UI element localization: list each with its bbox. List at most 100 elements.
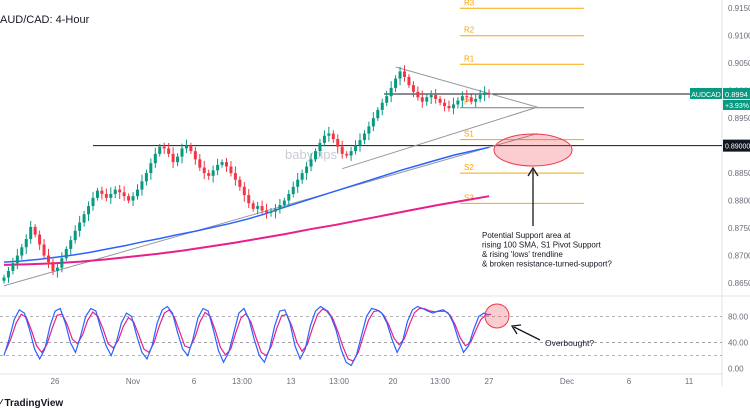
candle (82, 210, 86, 227)
candle-body (296, 179, 300, 187)
time-tick-label: 26 (51, 377, 60, 386)
candle (300, 169, 304, 184)
candle (180, 143, 184, 164)
candle (229, 161, 233, 177)
tradingview-logo[interactable]: ⁄ TradingView (0, 398, 63, 409)
candle-body (287, 193, 291, 201)
candle (318, 138, 322, 157)
candle (354, 140, 358, 155)
level-badge-label: 0.89000 (725, 144, 750, 151)
candle (305, 161, 309, 180)
candle (207, 169, 211, 180)
candle (220, 159, 224, 168)
candle (11, 257, 15, 275)
candle (33, 224, 37, 238)
change-badge (723, 99, 750, 110)
candle-body (118, 189, 122, 193)
trendline (342, 106, 538, 170)
last-price-label: 0.8994 (725, 90, 748, 99)
candle-body (38, 234, 42, 245)
annotation-text: & rising 'lows' trendline (482, 250, 563, 259)
candle-body (389, 87, 393, 97)
candle-body (411, 85, 415, 92)
candle-body (469, 97, 473, 102)
candle-body (438, 98, 442, 103)
candle (367, 121, 371, 141)
candle (460, 91, 464, 108)
candle (171, 147, 175, 169)
candle (47, 248, 50, 269)
price-tick-label: 0.88000 (728, 197, 750, 206)
candle (282, 197, 286, 208)
candle-body (483, 92, 487, 96)
candle (469, 94, 473, 105)
candle (411, 81, 415, 98)
symbol-badge (690, 87, 722, 99)
candle-body (60, 258, 64, 268)
candle (358, 133, 362, 152)
candle-body (153, 153, 157, 164)
time-tick-label: 11 (685, 377, 694, 386)
candle-body (95, 190, 99, 198)
price-tick-label: 0.87000 (728, 252, 750, 261)
candle (193, 147, 197, 165)
candle (167, 142, 171, 158)
candle (2, 274, 6, 284)
candle (394, 75, 398, 92)
candle (131, 192, 135, 206)
candle-body (251, 203, 255, 209)
time-tick-label: 6 (192, 377, 197, 386)
candle-body (238, 179, 242, 187)
candle (296, 172, 300, 193)
pivot-label: S1 (464, 130, 474, 139)
candle-body (407, 76, 411, 86)
candle (456, 97, 460, 109)
candle-body (69, 240, 73, 249)
symbol-badge-label: AUDCAD (691, 92, 721, 99)
candle-body (109, 193, 113, 198)
pivot-label: P (464, 98, 469, 107)
candle-body (398, 71, 402, 79)
candle (314, 148, 317, 163)
candle (242, 182, 246, 202)
candle (278, 198, 282, 214)
candle (380, 98, 384, 116)
candle (447, 100, 451, 112)
candle-body (456, 100, 460, 105)
time-tick-label: 13 (287, 377, 296, 386)
candle-body (460, 96, 464, 101)
candle-body (420, 97, 424, 102)
candle-body (136, 189, 139, 197)
candle (331, 130, 335, 144)
candle-body (265, 210, 269, 213)
pivot-label: R2 (464, 26, 475, 35)
candle (60, 252, 64, 273)
candle (434, 89, 438, 104)
stoch-tick-label: 0.00 (728, 365, 744, 374)
candle-body (11, 263, 15, 271)
candle (95, 187, 99, 201)
candle-body (216, 164, 220, 171)
candle-body (87, 206, 91, 215)
candle-body (33, 226, 37, 235)
candle-body (184, 145, 188, 149)
candle (42, 239, 46, 259)
candle-body (465, 96, 469, 98)
time-tick-label: 27 (485, 377, 494, 386)
candle-body (220, 162, 224, 165)
candle-body (362, 133, 366, 141)
candle (15, 248, 19, 270)
candle (362, 130, 366, 145)
annotation-text: rising 100 SMA, S1 Pivot Support (482, 241, 602, 250)
stoch-tick-label: 80.00 (728, 312, 749, 321)
candle (104, 188, 108, 202)
candle-body (247, 195, 251, 204)
candle (162, 142, 166, 154)
candle (487, 89, 491, 99)
candle (6, 266, 10, 283)
candle (269, 208, 273, 217)
candle (91, 191, 95, 211)
candle-body (429, 95, 433, 98)
